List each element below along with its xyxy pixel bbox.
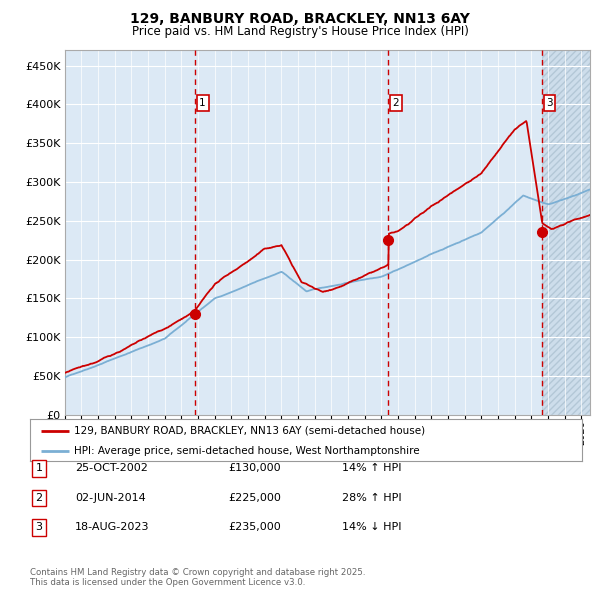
- Text: £235,000: £235,000: [228, 523, 281, 532]
- Bar: [542, 50, 590, 415]
- Text: 1: 1: [35, 464, 43, 473]
- Text: 129, BANBURY ROAD, BRACKLEY, NN13 6AY: 129, BANBURY ROAD, BRACKLEY, NN13 6AY: [130, 12, 470, 26]
- Text: 14% ↓ HPI: 14% ↓ HPI: [342, 523, 401, 532]
- Text: 3: 3: [35, 523, 43, 532]
- Text: 2: 2: [35, 493, 43, 503]
- Text: 25-OCT-2002: 25-OCT-2002: [75, 464, 148, 473]
- Text: 129, BANBURY ROAD, BRACKLEY, NN13 6AY (semi-detached house): 129, BANBURY ROAD, BRACKLEY, NN13 6AY (s…: [74, 426, 425, 436]
- Text: Contains HM Land Registry data © Crown copyright and database right 2025.
This d: Contains HM Land Registry data © Crown c…: [30, 568, 365, 587]
- Text: 28% ↑ HPI: 28% ↑ HPI: [342, 493, 401, 503]
- Text: £130,000: £130,000: [228, 464, 281, 473]
- Text: £225,000: £225,000: [228, 493, 281, 503]
- Text: 2: 2: [392, 98, 399, 108]
- Text: 14% ↑ HPI: 14% ↑ HPI: [342, 464, 401, 473]
- Text: Price paid vs. HM Land Registry's House Price Index (HPI): Price paid vs. HM Land Registry's House …: [131, 25, 469, 38]
- Text: 3: 3: [546, 98, 553, 108]
- Text: 02-JUN-2014: 02-JUN-2014: [75, 493, 146, 503]
- Text: 1: 1: [199, 98, 206, 108]
- Text: HPI: Average price, semi-detached house, West Northamptonshire: HPI: Average price, semi-detached house,…: [74, 446, 420, 455]
- Text: 18-AUG-2023: 18-AUG-2023: [75, 523, 149, 532]
